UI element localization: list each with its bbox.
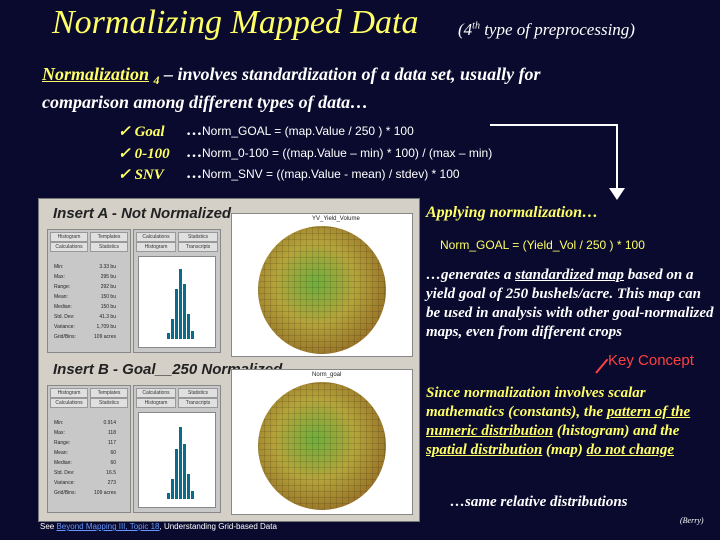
tab-statistics[interactable]: Statistics xyxy=(90,242,128,252)
histogram-bar xyxy=(191,331,194,339)
since-normalization-text: Since normalization involves scalar math… xyxy=(426,385,691,458)
option-snv: ✓ SNV xyxy=(118,167,164,183)
tab-histogram[interactable]: Histogram xyxy=(50,388,88,398)
tab-calculations[interactable]: Calculations xyxy=(50,242,88,252)
beyond-mapping-link[interactable]: Beyond Mapping III, Topic 18 xyxy=(56,522,160,531)
tab-calculations[interactable]: Calculations xyxy=(136,232,176,242)
check-icon: ✓ xyxy=(118,167,131,183)
page-subtitle: (4th type of preprocessing) xyxy=(458,20,635,39)
stat-row: Median: 60 xyxy=(54,460,116,466)
histogram-bar xyxy=(183,284,186,339)
footer-reference: See Beyond Mapping III, Topic 18, Unders… xyxy=(40,522,277,531)
author-credit: (Berry) xyxy=(680,516,704,525)
inset-a-title: Insert A - Not Normalized xyxy=(53,205,232,222)
histogram-bar xyxy=(167,493,170,499)
formula-0-100: …Norm_0-100 = ((map.Value – min) * 100) … xyxy=(186,144,493,161)
intro-line-1: Normalization 4 – involves standardizati… xyxy=(42,64,541,87)
formula-snv: …Norm_SNV = ((map.Value - mean) / stdev)… xyxy=(186,165,460,182)
inset-b-stats-window: Histogram Templates Calculations Statist… xyxy=(47,385,131,513)
stat-row: Max: 295 bu xyxy=(54,274,116,280)
tab-histogram[interactable]: Histogram xyxy=(50,232,88,242)
tab-calculations[interactable]: Calculations xyxy=(50,398,88,408)
tab-transcripts[interactable]: Transcripts xyxy=(178,398,218,408)
key-concept-label: Key Concept xyxy=(608,352,694,369)
histogram-a xyxy=(138,256,216,348)
inset-a-map: YV_Yield_Volume xyxy=(231,213,413,357)
stat-row: Mean: 150 bu xyxy=(54,294,116,300)
field-map-circle xyxy=(258,382,386,510)
stat-row: Min: 0.914 xyxy=(54,420,116,426)
intro-line-2: comparison among different types of data… xyxy=(42,92,369,112)
key-concept-arrow-icon xyxy=(595,358,609,374)
arrow-down-icon xyxy=(609,188,625,200)
tab-calculations[interactable]: Calculations xyxy=(136,388,176,398)
tab-transcripts[interactable]: Transcripts xyxy=(178,242,218,252)
tab-statistics[interactable]: Statistics xyxy=(178,232,218,242)
applying-description: …generates a standardized map based on a… xyxy=(426,267,714,340)
map-label: Norm_goal xyxy=(312,372,342,378)
histogram-bar xyxy=(179,269,182,339)
histogram-bar xyxy=(191,491,194,499)
histogram-bar xyxy=(167,333,170,339)
applied-formula: Norm_GOAL = (Yield_Vol / 250 ) * 100 xyxy=(440,238,645,252)
tab-statistics[interactable]: Statistics xyxy=(178,388,218,398)
tab-histogram[interactable]: Histogram xyxy=(136,398,176,408)
stat-row: Std. Dev: 41.3 bu xyxy=(54,314,116,320)
histogram-b xyxy=(138,412,216,508)
stat-row: Max: 118 xyxy=(54,430,116,436)
stat-row: Std. Dev: 16.5 xyxy=(54,470,116,476)
normalization-keyword: Normalization xyxy=(42,64,150,84)
histogram-bar xyxy=(179,427,182,499)
stat-row: Variance: 273 xyxy=(54,480,116,486)
histogram-bar xyxy=(171,479,174,499)
histogram-bar xyxy=(183,444,186,499)
stat-row: Mean: 60 xyxy=(54,450,116,456)
tab-templates[interactable]: Templates xyxy=(90,232,128,242)
formula-goal: …Norm_GOAL = (map.Value / 250 ) * 100 xyxy=(186,122,414,139)
connector-line xyxy=(490,124,618,126)
histogram-bar xyxy=(175,449,178,499)
map-label: YV_Yield_Volume xyxy=(312,216,360,222)
inset-b-title: Insert B - Goal__250 Normalized xyxy=(53,361,283,378)
histogram-bar xyxy=(187,314,190,339)
stat-row: Variance: 1,709 bu xyxy=(54,324,116,330)
check-icon: ✓ xyxy=(118,146,131,162)
stat-row: Range: 117 xyxy=(54,440,116,446)
stat-row: Min: 3.33 bu xyxy=(54,264,116,270)
option-goal: ✓ Goal xyxy=(118,124,165,140)
tab-templates[interactable]: Templates xyxy=(90,388,128,398)
inset-b-map: Norm_goal xyxy=(231,369,413,515)
histogram-bar xyxy=(187,474,190,499)
option-0-100: ✓ 0-100 xyxy=(118,146,170,162)
stat-row: Range: 292 bu xyxy=(54,284,116,290)
stat-row: Grid/Bins: 109 acres xyxy=(54,334,116,340)
applying-heading: Applying normalization… xyxy=(426,204,599,221)
tab-histogram[interactable]: Histogram xyxy=(136,242,176,252)
histogram-bar xyxy=(175,289,178,339)
field-map-circle xyxy=(258,226,386,354)
page-title: Normalizing Mapped Data xyxy=(52,4,419,41)
screenshot-panel: Insert A - Not Normalized Histogram Temp… xyxy=(38,198,420,522)
connector-line-vertical xyxy=(616,124,618,190)
inset-a-stats-window: Histogram Templates Calculations Statist… xyxy=(47,229,131,353)
stat-row: Grid/Bins: 109 acres xyxy=(54,490,116,496)
same-distributions-note: …same relative distributions xyxy=(450,494,628,510)
histogram-bar xyxy=(171,319,174,339)
check-icon: ✓ xyxy=(118,124,131,140)
inset-a-histogram-window: Calculations Statistics Histogram Transc… xyxy=(133,229,221,353)
stat-row: Median: 150 bu xyxy=(54,304,116,310)
inset-b-histogram-window: Calculations Statistics Histogram Transc… xyxy=(133,385,221,513)
tab-statistics[interactable]: Statistics xyxy=(90,398,128,408)
